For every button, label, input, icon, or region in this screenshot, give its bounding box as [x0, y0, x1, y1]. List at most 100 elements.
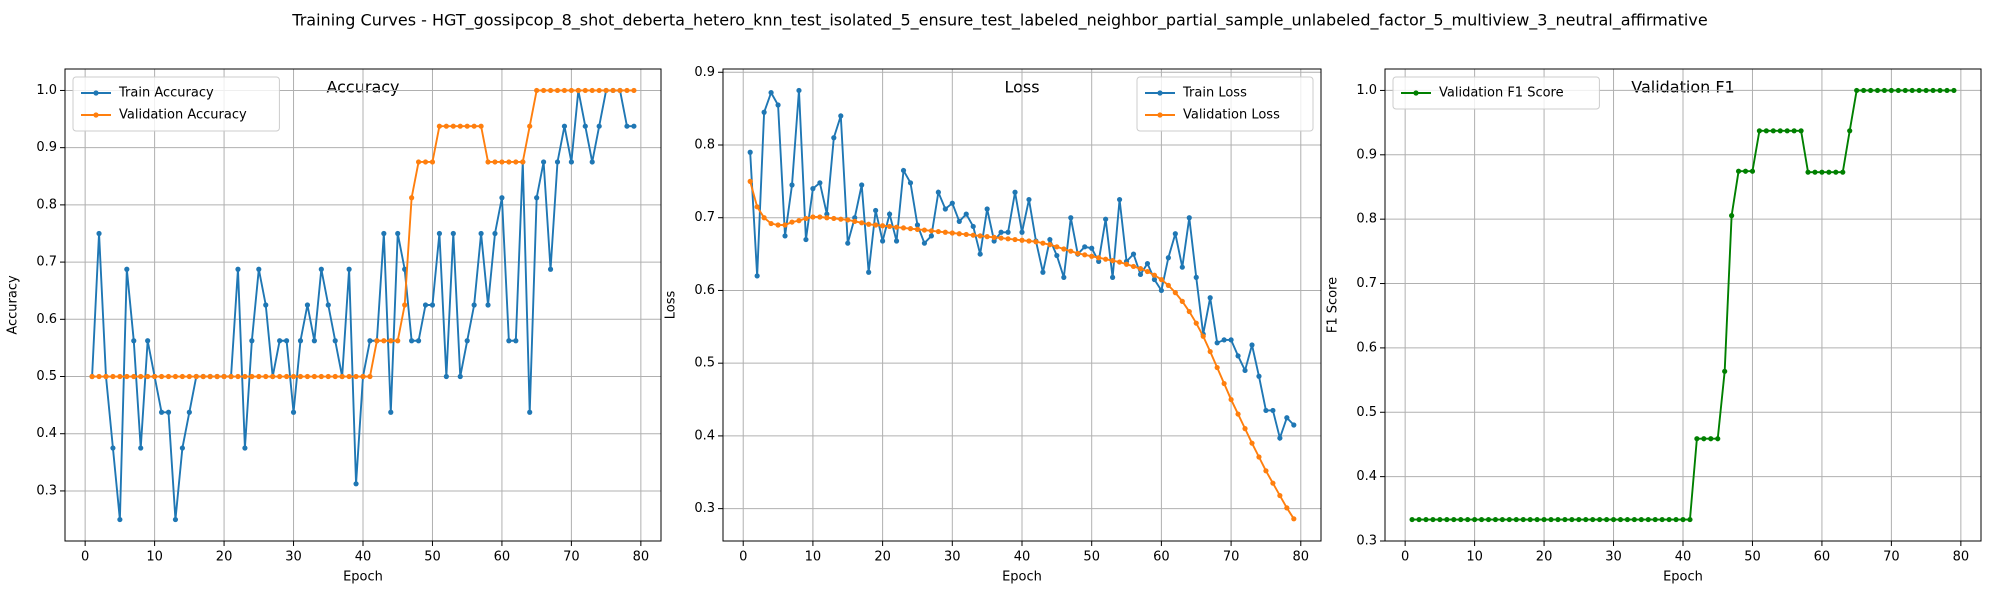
y-tick-label: 0.7 [36, 255, 57, 270]
point [880, 238, 886, 244]
point [880, 223, 886, 229]
point [582, 123, 588, 129]
point [395, 230, 401, 237]
point [1506, 516, 1512, 523]
point [214, 373, 220, 380]
point [172, 373, 179, 380]
point [921, 240, 928, 246]
x-tick-label: 60 [1814, 550, 1831, 565]
point [1082, 244, 1088, 250]
point [186, 373, 192, 380]
point [824, 211, 830, 217]
point [789, 219, 795, 225]
point [290, 409, 297, 415]
point [429, 159, 436, 165]
point [124, 373, 130, 380]
point [478, 230, 484, 237]
point [1228, 337, 1234, 343]
point [1158, 276, 1164, 283]
y-tick-label: 0.8 [36, 197, 57, 212]
point [290, 373, 297, 380]
x-tick-label: 50 [424, 550, 441, 565]
point [395, 338, 401, 344]
point [1492, 516, 1499, 523]
point [1916, 87, 1922, 94]
point [89, 373, 95, 380]
point [339, 373, 345, 380]
point [942, 206, 948, 212]
point [1791, 128, 1797, 134]
x-tick-label: 60 [494, 550, 511, 565]
point [1054, 244, 1060, 250]
point [200, 373, 206, 380]
point [506, 338, 512, 344]
point [443, 123, 449, 129]
y-tick-label: 0.4 [1356, 469, 1377, 484]
point [1256, 454, 1262, 460]
x-tick-label: 50 [1744, 550, 1761, 565]
point [96, 230, 102, 237]
y-axis-label: Accuracy [6, 275, 21, 335]
point [249, 373, 255, 380]
point [110, 445, 116, 451]
point [367, 338, 373, 344]
point [596, 123, 602, 129]
point [824, 215, 830, 221]
point [534, 195, 540, 201]
point [1499, 516, 1505, 523]
point [561, 123, 568, 129]
point [907, 226, 914, 232]
point [873, 222, 879, 228]
point [1659, 516, 1665, 523]
point [103, 373, 109, 380]
point [1144, 260, 1151, 267]
point [775, 222, 781, 228]
point [1110, 258, 1116, 264]
point [409, 338, 415, 344]
point [228, 373, 234, 380]
point [117, 373, 123, 380]
point [886, 223, 893, 230]
point [907, 180, 914, 186]
point [1826, 169, 1832, 175]
legend-label: Train Accuracy [118, 86, 214, 101]
point [346, 266, 352, 272]
point [589, 87, 595, 94]
point [1054, 252, 1060, 259]
point [900, 167, 907, 174]
y-tick-label: 0.5 [694, 356, 715, 371]
x-tick-label: 0 [81, 550, 89, 565]
point [1137, 266, 1144, 272]
point [1291, 516, 1297, 522]
point [450, 123, 456, 129]
point [283, 373, 290, 380]
point [589, 159, 595, 165]
point [1249, 342, 1255, 348]
point [1200, 333, 1206, 339]
point [1214, 340, 1220, 346]
point [297, 338, 304, 344]
point [1151, 272, 1158, 278]
point [970, 232, 976, 238]
point [360, 373, 366, 380]
y-tick-label: 0.3 [694, 501, 715, 516]
point [283, 338, 290, 344]
point [138, 373, 144, 380]
point [782, 222, 788, 228]
point [277, 338, 283, 344]
point [1005, 236, 1011, 242]
point [921, 227, 928, 233]
point [747, 178, 753, 184]
point [1005, 229, 1011, 235]
point [145, 373, 151, 380]
point [1019, 229, 1025, 235]
point [914, 222, 921, 228]
x-tick-label: 20 [874, 550, 891, 565]
legend: Train Accuracy Validation Accuracy [72, 76, 280, 132]
point [1123, 261, 1130, 267]
point [263, 373, 269, 380]
point [1096, 258, 1102, 264]
point [1437, 516, 1443, 523]
point [1485, 516, 1492, 523]
